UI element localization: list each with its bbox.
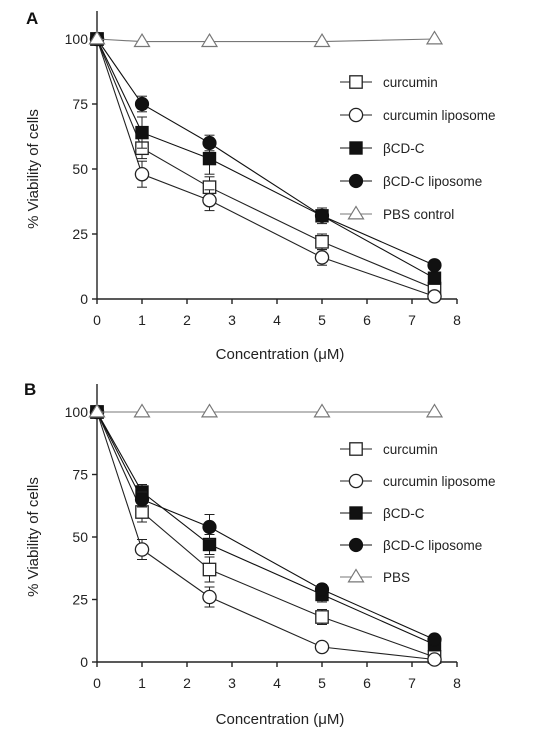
y-tick-label: 25 — [72, 226, 88, 242]
data-point — [202, 135, 217, 151]
legend-label: curcumin — [383, 75, 438, 90]
data-point — [313, 403, 331, 418]
y-tick-label: 75 — [72, 467, 88, 483]
legend-marker — [348, 173, 364, 189]
x-tick-label: 5 — [318, 675, 326, 691]
y-tick-label: 25 — [72, 592, 88, 608]
x-tick-label: 2 — [183, 312, 191, 328]
legend-marker — [347, 568, 365, 583]
data-point — [202, 151, 217, 166]
legend-label: βCD-C — [383, 506, 425, 521]
data-point — [135, 125, 149, 140]
data-point — [134, 492, 150, 507]
series-curcumin — [90, 32, 442, 296]
legend-marker — [347, 205, 365, 220]
x-tick-label: 2 — [183, 675, 191, 691]
legend-marker — [348, 473, 364, 489]
x-tick-label: 8 — [453, 312, 461, 328]
data-point — [200, 403, 219, 418]
data-point — [134, 542, 150, 557]
data-point — [315, 610, 329, 624]
chart-panel-b: B 0 1 2 3 4 5 6 7 8 0 25 50 75 100 Concentration (μM) % … — [24, 380, 496, 728]
y-tick-label: 100 — [65, 404, 89, 420]
chart-panel-a: A 0 1 2 3 4 5 6 7 8 0 25 50 75 100 Concentration (μM) % … — [25, 9, 496, 363]
panel-label: A — [26, 9, 38, 28]
legend-label: PBS — [383, 570, 410, 585]
y-tick-label: 75 — [72, 96, 88, 112]
data-point — [425, 30, 444, 45]
legend-marker — [349, 75, 363, 89]
data-point — [135, 505, 149, 519]
data-point — [314, 208, 330, 223]
y-tick-label: 0 — [80, 654, 88, 670]
series-line — [96, 38, 435, 43]
legend-label: curcumin liposome — [383, 474, 496, 489]
panel-label: B — [24, 380, 36, 399]
x-tick-label: 1 — [138, 312, 146, 328]
x-tick-label: 0 — [93, 312, 101, 328]
x-tick-label: 3 — [228, 312, 236, 328]
x-tick-label: 3 — [228, 675, 236, 691]
data-point — [202, 537, 217, 552]
data-point — [314, 250, 330, 265]
x-tick-label: 6 — [363, 675, 371, 691]
data-point — [133, 32, 151, 48]
data-point — [427, 652, 442, 667]
legend: curcumin curcumin liposome βCD-C βCD-C lipo… — [340, 442, 496, 585]
x-tick-label: 7 — [408, 675, 416, 691]
data-point — [427, 258, 442, 273]
x-tick-label: 8 — [453, 675, 461, 691]
data-point — [134, 96, 150, 112]
data-point — [202, 562, 217, 577]
legend-marker — [348, 537, 364, 553]
legend-marker — [349, 442, 363, 456]
y-axis-title: % Viability of cells — [25, 477, 42, 597]
data-point — [133, 403, 151, 418]
data-point — [313, 32, 331, 48]
series-pbs — [88, 403, 444, 418]
legend-marker — [348, 107, 364, 123]
legend-label: βCD-C — [383, 141, 425, 156]
legend-marker — [349, 506, 363, 520]
data-point — [427, 271, 442, 285]
x-tick-label: 4 — [273, 312, 281, 328]
legend-marker — [349, 141, 363, 155]
data-point — [427, 289, 442, 304]
data-point — [202, 519, 217, 535]
data-point — [315, 234, 329, 249]
y-tick-label: 100 — [65, 31, 89, 47]
series-pbs-control — [88, 30, 444, 48]
x-tick-label: 5 — [318, 312, 326, 328]
x-tick-label: 6 — [363, 312, 371, 328]
legend-label: PBS control — [383, 207, 454, 222]
legend-label: βCD-C liposome — [383, 174, 482, 189]
x-axis-title: Concentration (μM) — [216, 346, 345, 363]
y-tick-label: 50 — [72, 529, 88, 545]
legend-label: βCD-C liposome — [383, 538, 482, 553]
x-tick-label: 4 — [273, 675, 281, 691]
y-axis-title: % Viability of cells — [25, 109, 42, 229]
data-point — [200, 32, 219, 48]
data-point — [88, 30, 106, 45]
x-tick-label: 7 — [408, 312, 416, 328]
legend-label: curcumin — [383, 442, 438, 457]
data-point — [134, 166, 150, 182]
data-point — [425, 403, 444, 418]
x-tick-label: 0 — [93, 675, 101, 691]
data-point — [314, 582, 330, 597]
legend-label: curcumin liposome — [383, 108, 496, 123]
data-point — [88, 403, 106, 418]
data-point — [202, 192, 217, 208]
series-curcumin-liposome — [89, 31, 442, 304]
data-point — [427, 632, 442, 647]
x-axis-title: Concentration (μM) — [216, 711, 345, 728]
data-point — [202, 589, 217, 605]
y-tick-label: 50 — [72, 161, 88, 177]
y-tick-label: 0 — [80, 291, 88, 307]
x-tick-label: 1 — [138, 675, 146, 691]
data-point — [314, 639, 330, 655]
legend: curcumin curcumin liposome βCD-C βCD-C lipo… — [340, 75, 496, 222]
